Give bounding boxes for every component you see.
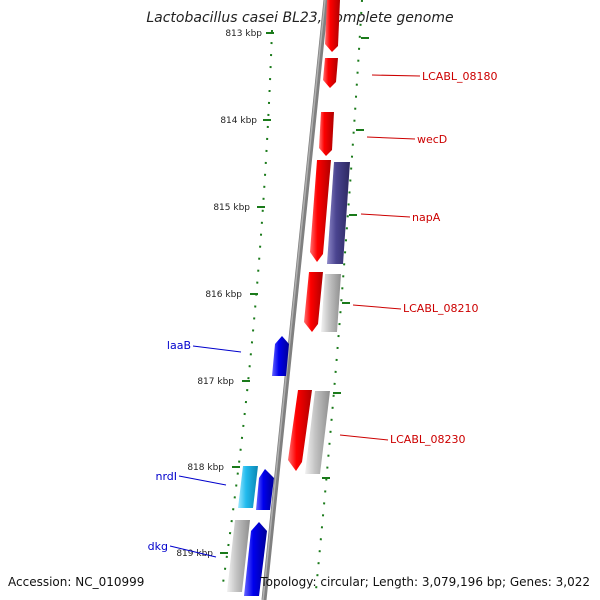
label-leaders	[169, 74, 421, 558]
gene-feature[interactable]	[304, 272, 323, 332]
scale-labels: 813 kbp 814 kbp 815 kbp 816 kbp 817 kbp …	[176, 29, 262, 559]
scale-label: 819 kbp	[176, 549, 213, 559]
gene-feature[interactable]	[327, 162, 350, 264]
scale-label: 815 kbp	[213, 203, 250, 213]
gene-label-laab[interactable]: laaB	[167, 339, 191, 352]
outer-ticks	[322, 37, 369, 479]
gene-feature[interactable]	[227, 520, 250, 592]
scale-ticks	[220, 32, 274, 554]
gene-label-dkg[interactable]: dkg	[148, 540, 168, 553]
accession-text: Accession: NC_010999	[8, 575, 145, 589]
gene-feature[interactable]	[319, 112, 334, 156]
scale-label: 817 kbp	[197, 377, 234, 387]
gene-label-lcabl-08210[interactable]: LCABL_08210	[403, 302, 479, 315]
gene-feature[interactable]	[256, 469, 274, 510]
genome-summary-text: Topology: circular; Length: 3,079,196 bp…	[260, 575, 590, 589]
scale-label: 814 kbp	[220, 116, 257, 126]
gene-labels: LCABL_08180 wecD napA LCABL_08210 laaB L…	[148, 70, 498, 553]
gene-label-wecd[interactable]: wecD	[417, 133, 447, 146]
gene-feature[interactable]	[238, 466, 258, 508]
gene-label-lcabl-08180[interactable]: LCABL_08180	[422, 70, 498, 83]
genes	[227, 0, 350, 596]
map-title: Lactobacillus casei BL23, complete genom…	[146, 10, 454, 26]
gene-label-napa[interactable]: napA	[412, 211, 441, 224]
gene-feature[interactable]	[244, 522, 267, 596]
scale-label: 813 kbp	[225, 29, 262, 39]
gene-label-lcabl-08230[interactable]: LCABL_08230	[390, 433, 466, 446]
scale-label: 816 kbp	[205, 290, 242, 300]
scale-label: 818 kbp	[187, 463, 224, 473]
gene-feature[interactable]	[310, 160, 331, 262]
gene-label-nrdi[interactable]: nrdI	[155, 470, 177, 483]
gene-feature[interactable]	[305, 391, 330, 474]
genome-backbone-highlight	[262, 0, 326, 600]
gene-feature[interactable]	[288, 390, 312, 471]
gene-feature[interactable]	[272, 336, 289, 376]
gene-feature[interactable]	[321, 274, 341, 332]
genome-backbone	[261, 0, 329, 600]
gene-feature[interactable]	[325, 0, 340, 52]
gene-feature[interactable]	[323, 58, 338, 88]
